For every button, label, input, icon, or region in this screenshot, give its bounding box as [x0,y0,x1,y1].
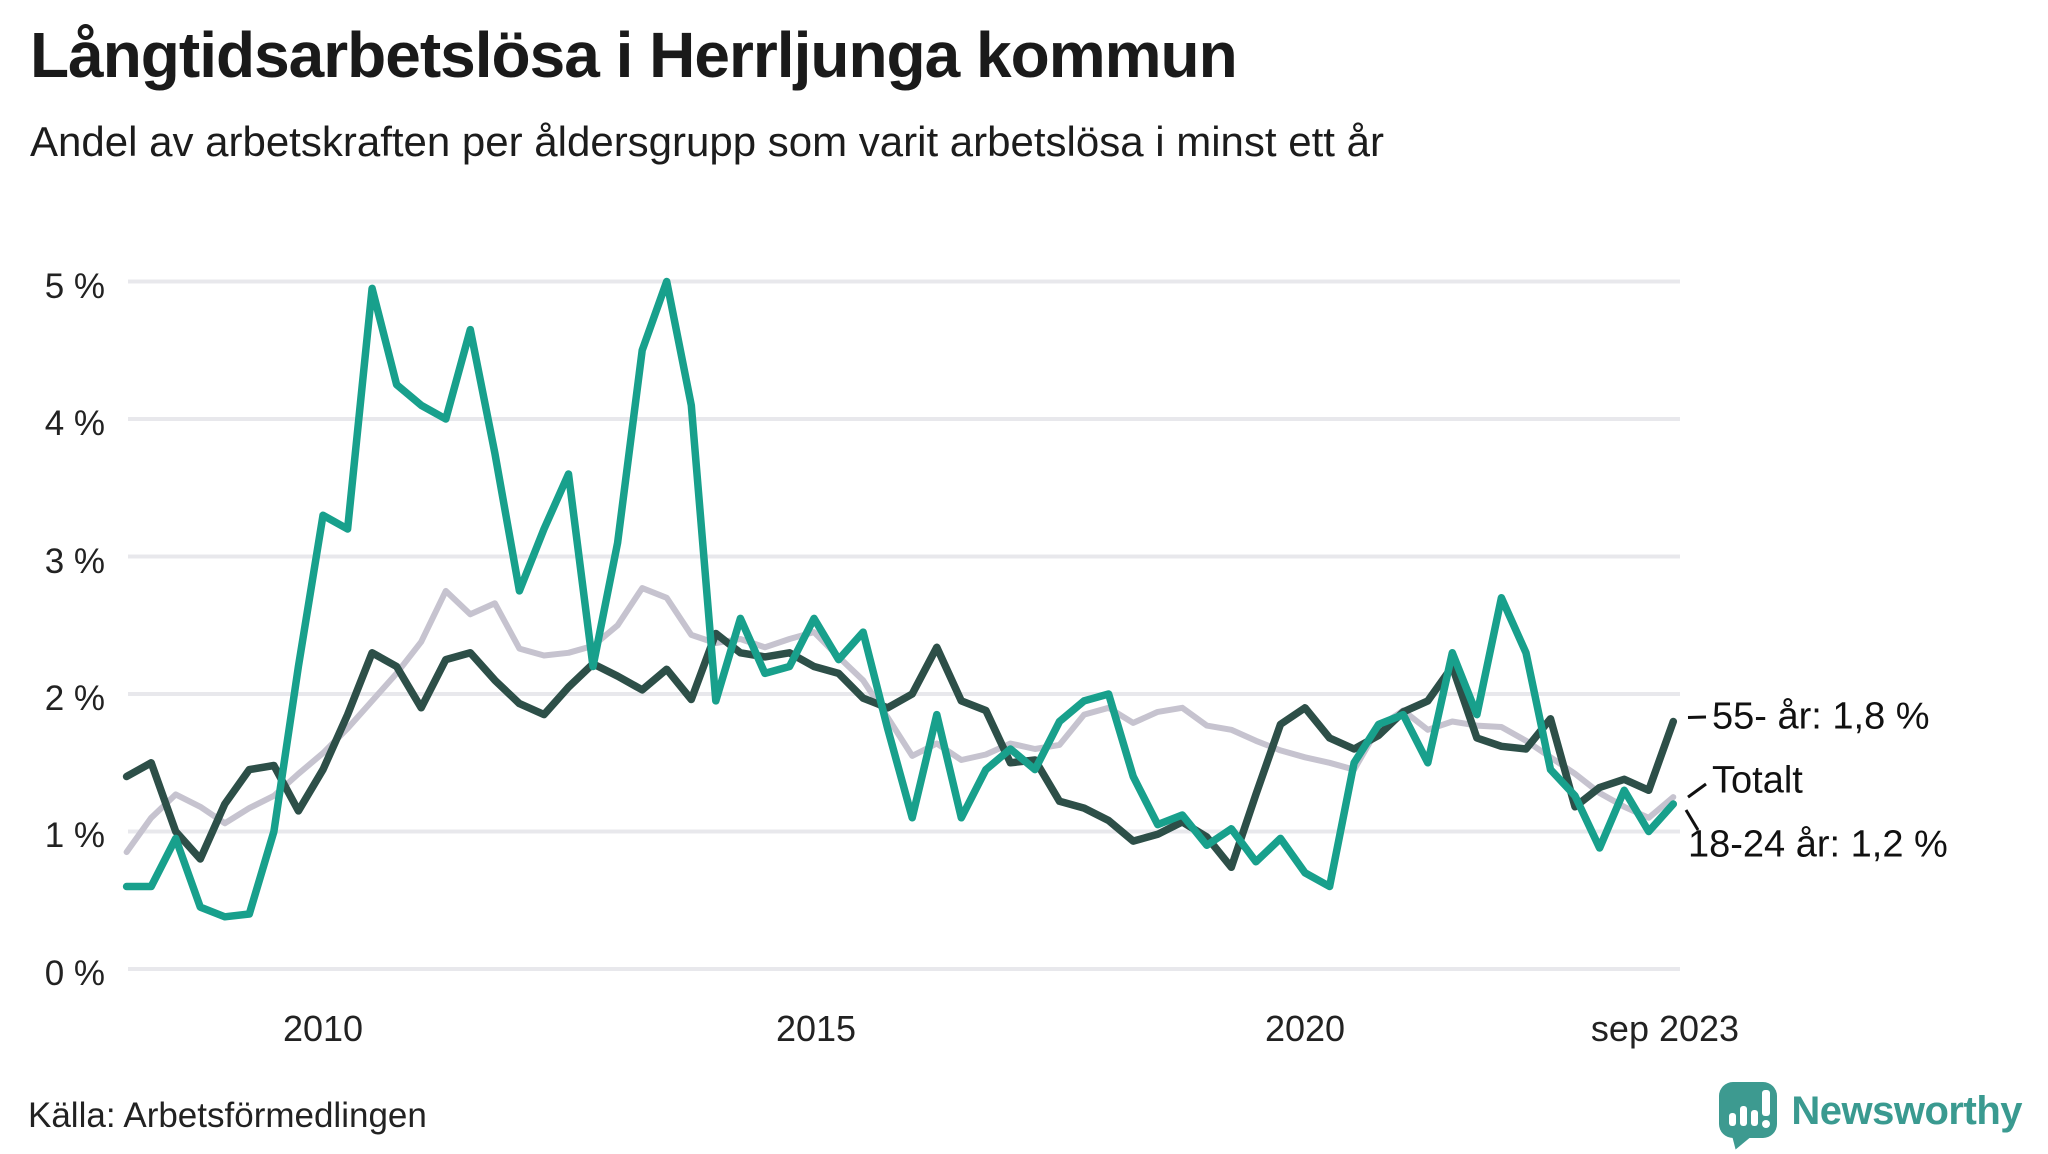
page-title: Långtidsarbetslösa i Herrljunga kommun [30,19,1238,91]
newsworthy-logo[interactable]: Newsworthy [1719,1076,2022,1154]
y-axis-tick-0: 0 % [44,954,105,993]
source-note: Källa: Arbetsförmedlingen [28,1096,427,1135]
series-label-55: 55- år: 1,8 % [1712,695,1930,738]
chart-subtitle: Andel av arbetskraften per åldersgrupp s… [30,118,1384,165]
y-axis-tick-3: 3 % [44,542,105,581]
newsworthy-wordmark: Newsworthy [1791,1088,2022,1133]
x-axis-tick-2020: 2020 [1264,1008,1346,1049]
x-axis-tick-2015: 2015 [775,1008,857,1049]
y-axis-tick-1: 1 % [44,816,105,855]
y-axis-tick-2: 2 % [44,679,105,718]
series-label-totalt: Totalt [1712,759,1803,802]
bar-chart-speech-bubble-icon [1719,1082,1778,1154]
series-label-18-24: 18-24 år: 1,2 % [1688,823,1948,866]
x-axis-tick-sep-2023: sep 2023 [1590,1008,1740,1049]
y-axis-tick-5: 5 % [44,267,105,306]
y-axis-tick-4: 4 % [44,404,105,443]
x-axis-tick-2010: 2010 [282,1008,364,1049]
